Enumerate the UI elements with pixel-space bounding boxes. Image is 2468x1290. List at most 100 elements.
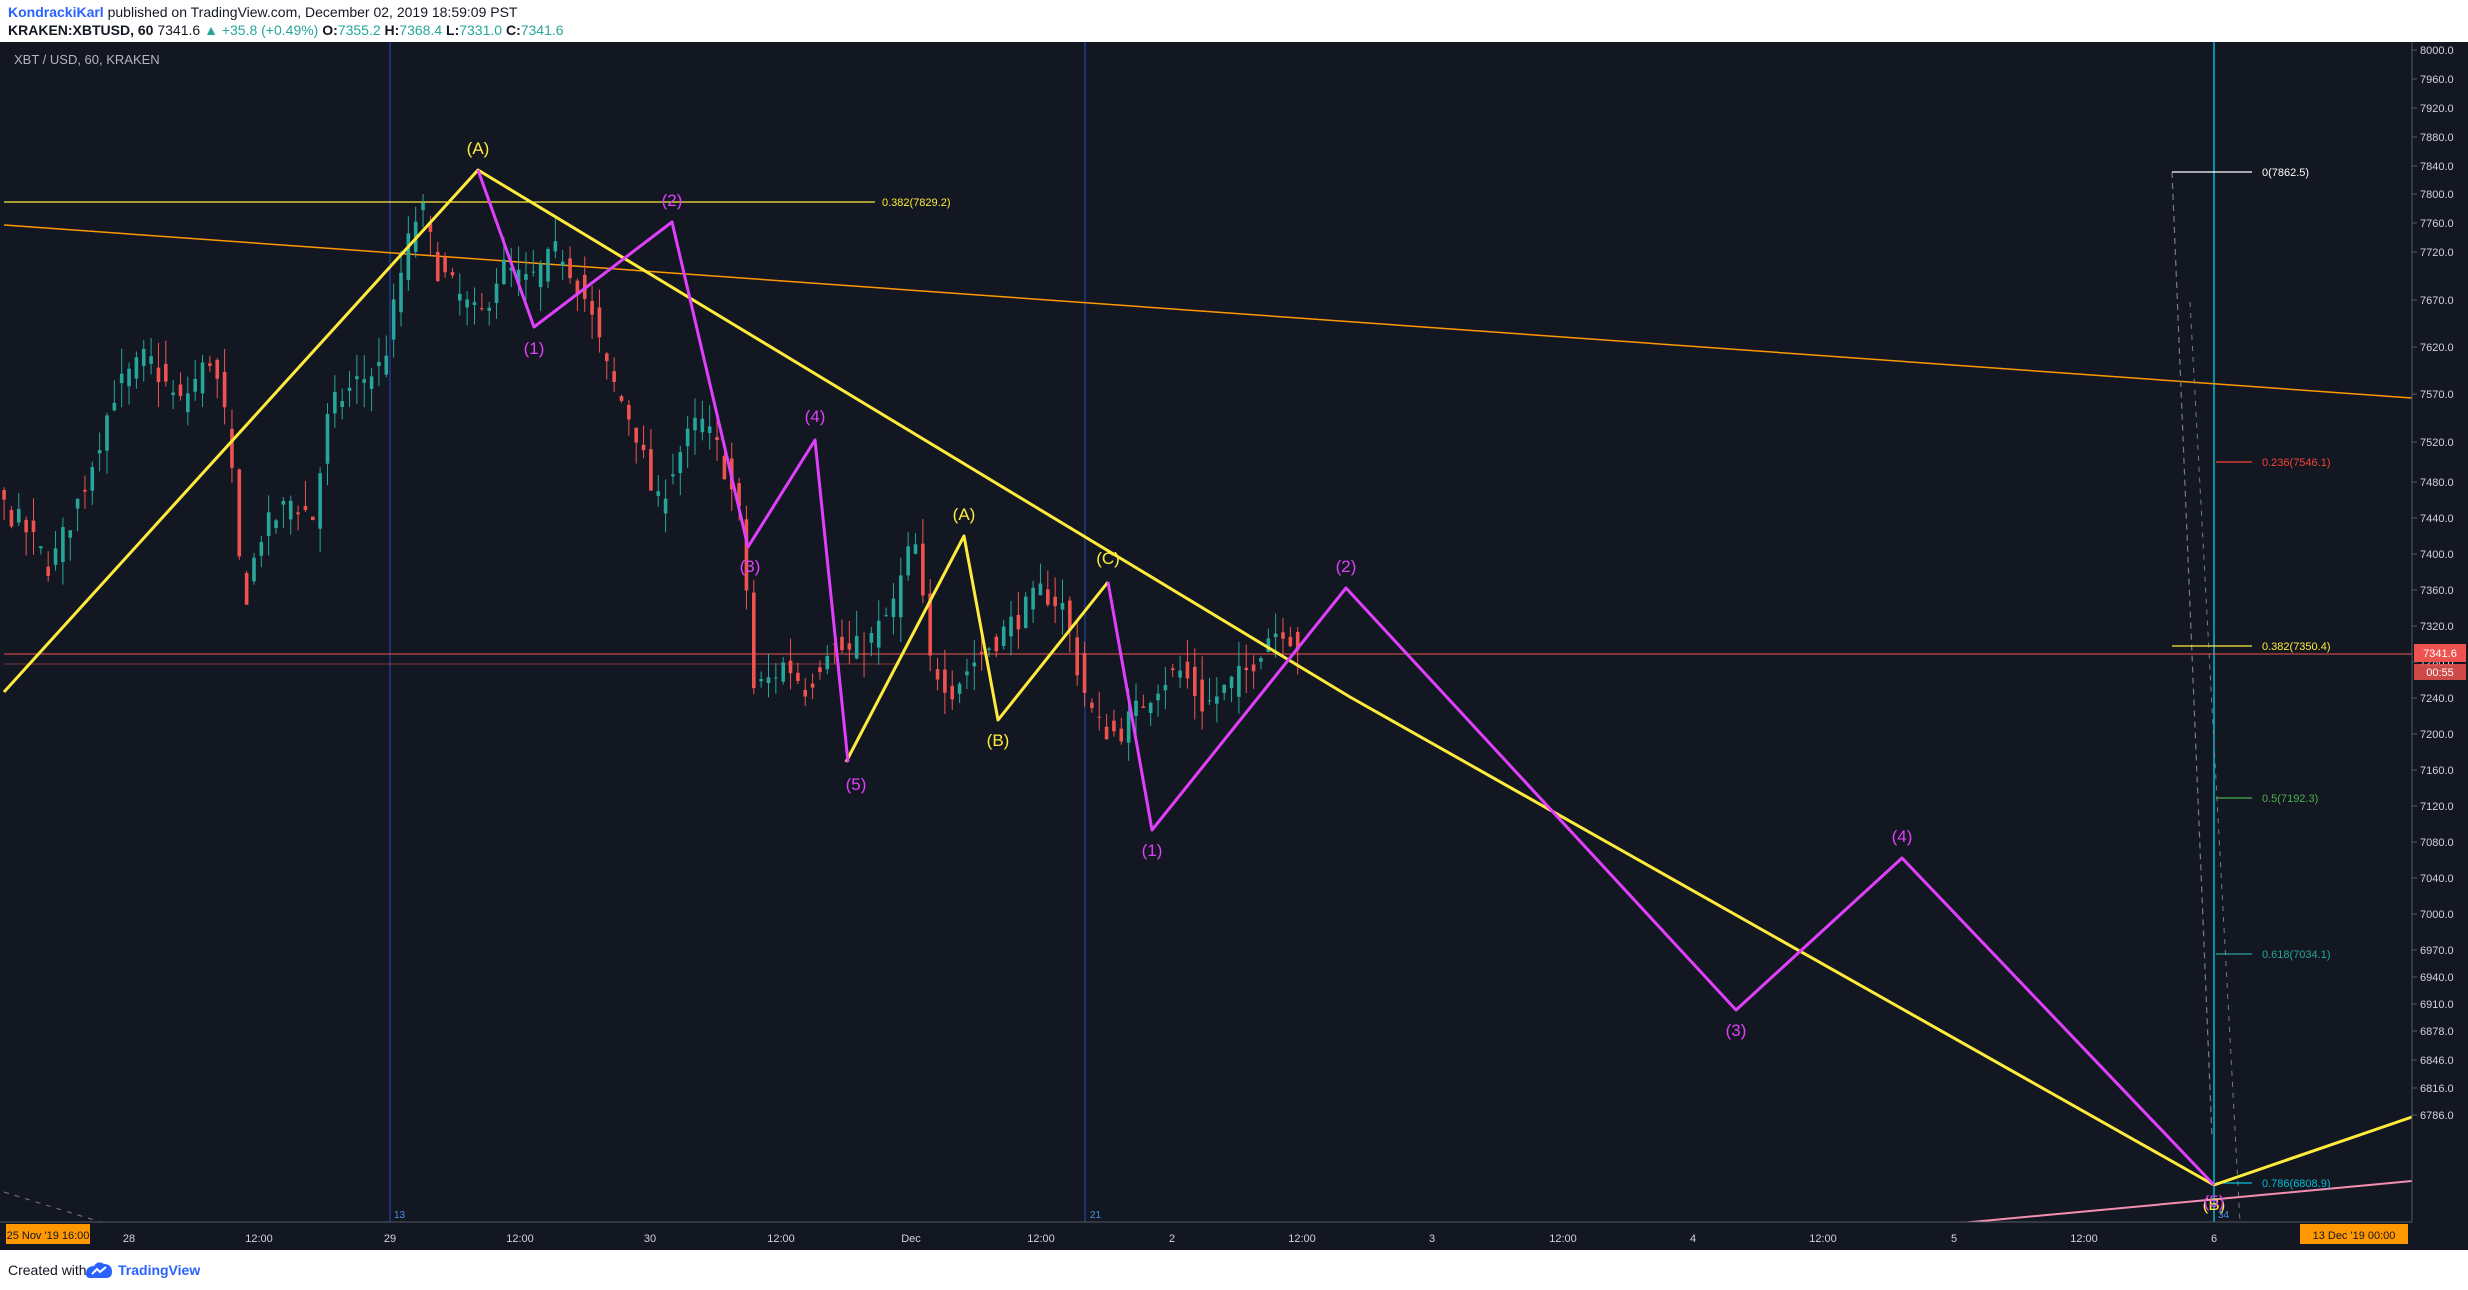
time-axis-label: 30 [644, 1233, 656, 1245]
created-with-text: Created with [8, 1262, 87, 1278]
candle-body [186, 393, 190, 413]
candle-body [53, 548, 58, 565]
candle-body [1295, 631, 1300, 651]
candle-body [1215, 696, 1219, 704]
start-date-badge [6, 1224, 90, 1244]
time-axis-label: 12:00 [245, 1233, 273, 1245]
candle-body [9, 510, 14, 527]
candle-body [296, 512, 300, 515]
candle-body [1266, 638, 1271, 652]
candle-body [656, 491, 661, 496]
time-axis-label: 12:00 [1809, 1233, 1837, 1245]
candle-body [406, 233, 411, 280]
candle-body [399, 272, 403, 313]
fib-level-label: 0(7862.5) [2262, 167, 2309, 179]
author-link[interactable]: KondrackiKarl [8, 4, 104, 20]
end-date-badge [2300, 1224, 2408, 1244]
candle-body [737, 483, 741, 507]
candle-body [788, 660, 793, 674]
wave-label-magenta: (5) [2204, 1192, 2225, 1211]
fib-level-label: 0.786(6808.9) [2262, 1178, 2331, 1190]
candle-body [1068, 600, 1072, 631]
candle-body [1251, 664, 1256, 672]
candle-body [524, 274, 528, 280]
candle-body [1031, 587, 1035, 610]
candle-body [935, 669, 940, 680]
candle-body [480, 308, 484, 310]
chart-svg[interactable]: 0.382(7829.2) 0(7862.5) 0.236(7546.1) 0.382… [0, 42, 2468, 1250]
candle-body [715, 437, 719, 441]
candle-body [641, 444, 646, 451]
time-axis-label: 3 [1429, 1233, 1435, 1245]
candle-body [671, 474, 675, 477]
candle-body [61, 527, 65, 563]
candle-body [450, 272, 455, 276]
candle-body [575, 280, 580, 296]
candle-body [1237, 665, 1241, 697]
price-axis-label: 7620.0 [2420, 342, 2454, 354]
candle-body [156, 367, 161, 383]
candle-body [443, 256, 447, 273]
countdown-label: 00:55 [2426, 667, 2454, 679]
price-axis-label: 6910.0 [2420, 999, 2454, 1011]
time-axis[interactable] [0, 1222, 2468, 1250]
close-value: 7341.6 [520, 22, 564, 38]
end-date-label: 13 Dec '19 00:00 [2313, 1230, 2396, 1242]
candle-body [141, 348, 146, 367]
orange-trend-line [3, 224, 2413, 399]
open-label: O: [322, 22, 338, 38]
fib-level-label: 0.5(7192.3) [2262, 793, 2318, 805]
start-date-label: 25 Nov '19 16:00 [7, 1230, 90, 1242]
candle-body [274, 520, 278, 528]
price-axis-label: 7120.0 [2420, 801, 2454, 813]
candle-body [112, 402, 117, 411]
candle-body [1112, 720, 1116, 732]
price-axis-label: 7080.0 [2420, 837, 2454, 849]
chart-pane[interactable]: 0.382(7829.2) 0(7862.5) 0.236(7546.1) 0.382… [0, 42, 2468, 1250]
time-axis-label: Dec [901, 1233, 921, 1245]
wave-label-magenta: (2) [662, 191, 683, 210]
candle-body [215, 359, 220, 379]
price-axis-label: 8000.0 [2420, 45, 2454, 57]
candle-body [288, 500, 293, 520]
candle-body [722, 455, 727, 480]
candle-body [604, 353, 609, 362]
candle-body [531, 271, 536, 273]
time-axis-label: 12:00 [1027, 1233, 1055, 1245]
current-price-badge[interactable] [2414, 644, 2466, 662]
candle-body [16, 508, 21, 523]
publication-line: KondrackiKarl published on TradingView.c… [8, 4, 517, 20]
candle-body [1060, 603, 1065, 610]
candle-body [1244, 667, 1249, 671]
tradingview-brand[interactable]: TradingView [118, 1262, 201, 1278]
candle-body [428, 223, 433, 232]
candle-body [222, 371, 227, 408]
candle-body [700, 418, 705, 433]
candle-body [384, 355, 389, 375]
candle-body [259, 541, 264, 556]
price-axis-label: 7000.0 [2420, 909, 2454, 921]
fib-level-label: 0.618(7034.1) [2262, 949, 2331, 961]
price-axis-label: 7800.0 [2420, 189, 2454, 201]
wave-label-magenta: (2) [1336, 557, 1357, 576]
candle-body [921, 543, 925, 596]
candle-body [744, 519, 749, 591]
candle-body [163, 363, 168, 382]
candle-body [178, 384, 183, 396]
time-axis-label: 12:00 [2070, 1233, 2098, 1245]
price-axis-label: 7720.0 [2420, 247, 2454, 259]
footer: Created with TradingView [0, 1250, 2468, 1290]
price-axis-label: 7200.0 [2420, 729, 2454, 741]
candle-body [119, 373, 124, 384]
dashed-trend-line [2189, 301, 2241, 1223]
price-axis-label: 7160.0 [2420, 765, 2454, 777]
magenta-impulse-wave-line [476, 169, 850, 763]
wave-label-magenta: (4) [1892, 827, 1913, 846]
candle-body [796, 672, 800, 681]
candle-body [325, 414, 330, 464]
price-axis-label: 6786.0 [2420, 1110, 2454, 1122]
time-axis-label: 28 [123, 1233, 135, 1245]
candle-body [244, 572, 249, 605]
price-axis-label: 7880.0 [2420, 132, 2454, 144]
magenta-impulse-wave-line [1106, 581, 2216, 1187]
